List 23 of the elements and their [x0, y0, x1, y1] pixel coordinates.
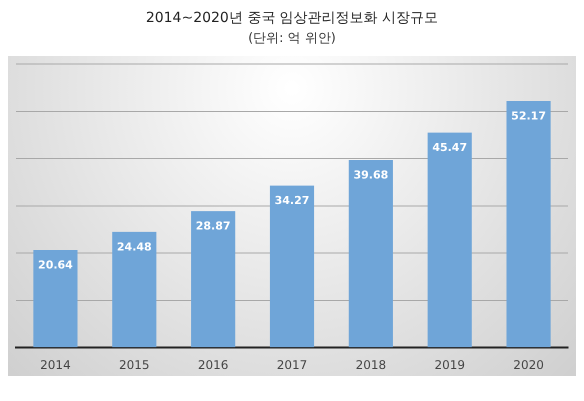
- chart-title: 2014~2020년 중국 임상관리정보화 시장규모: [144, 9, 440, 28]
- data-label: 39.68: [353, 168, 388, 182]
- x-tick-label: 2017: [276, 358, 308, 372]
- chart-subtitle: (단위: 억 위안): [247, 30, 337, 48]
- bar: [33, 250, 78, 348]
- bar: [506, 101, 551, 348]
- data-label: 34.27: [274, 194, 310, 207]
- x-tick-label: 2016: [198, 358, 228, 372]
- bar: [191, 211, 236, 348]
- x-tick-label: 2018: [356, 358, 386, 372]
- data-label: 45.47: [432, 141, 468, 154]
- x-tick-label: 2019: [434, 358, 465, 372]
- x-tick-label: 2014: [40, 358, 71, 372]
- bar: [270, 186, 314, 348]
- data-label: 24.48: [116, 240, 152, 254]
- x-tick-label: 2015: [119, 358, 150, 372]
- data-label: 20.64: [38, 258, 74, 272]
- bar: [348, 160, 393, 348]
- x-tick-label: 2020: [513, 358, 544, 372]
- data-label: 52.17: [511, 109, 546, 122]
- data-label: 28.87: [196, 220, 231, 232]
- bar: [112, 232, 156, 348]
- bar: [428, 132, 472, 348]
